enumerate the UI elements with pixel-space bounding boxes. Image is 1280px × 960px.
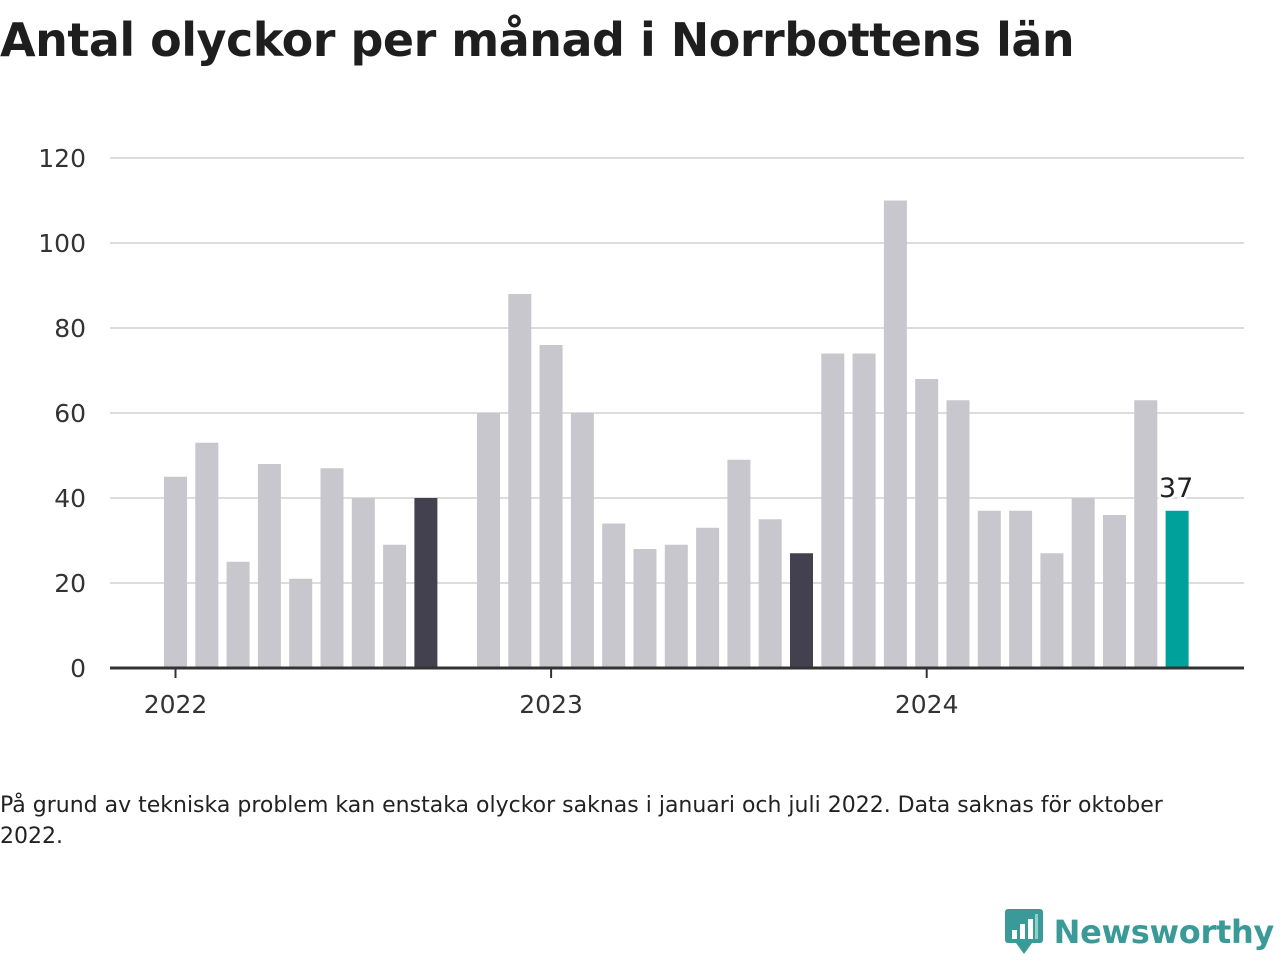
y-tick-label: 80	[54, 314, 86, 343]
x-tick-label: 2022	[144, 690, 208, 719]
y-tick-label: 60	[54, 399, 86, 428]
bar	[320, 468, 344, 668]
y-tick-label: 20	[54, 569, 86, 598]
y-tick-label: 0	[70, 654, 86, 683]
bar	[477, 413, 500, 668]
bar	[1009, 510, 1033, 668]
bar	[821, 353, 845, 668]
bar	[539, 345, 563, 668]
bar	[696, 527, 720, 668]
bar	[1134, 400, 1158, 668]
brand-logo[interactable]: Newsworthy	[1004, 908, 1274, 956]
bar	[977, 510, 1001, 668]
axis-labels: 0 20 40 60 80 100 120 37 2022 2023 2024	[38, 144, 1195, 719]
bar	[664, 544, 688, 668]
bar	[1165, 510, 1189, 668]
bar	[758, 519, 782, 668]
bar	[633, 549, 657, 668]
bars	[164, 200, 1189, 668]
x-tick-label: 2024	[895, 690, 959, 719]
bar	[790, 553, 813, 668]
bar	[257, 464, 281, 668]
x-tick-label: 2023	[519, 690, 583, 719]
y-tick-label: 120	[38, 144, 86, 173]
bar-chart: 0 20 40 60 80 100 120 37 2022 2023 2024	[38, 144, 1244, 719]
bar	[1071, 498, 1095, 668]
bar	[915, 379, 939, 668]
bar	[1103, 515, 1126, 668]
bar-chart-speech-bubble-icon	[1004, 909, 1043, 954]
bar	[289, 578, 313, 668]
y-tick-label: 100	[38, 229, 86, 258]
brand-name: Newsworthy	[1053, 913, 1275, 951]
bar	[195, 442, 219, 668]
bar	[414, 498, 438, 668]
bar	[1040, 553, 1064, 668]
bar	[383, 544, 407, 668]
bar	[852, 353, 876, 668]
bar	[351, 498, 375, 668]
bar	[727, 459, 751, 668]
chart-title: Antal olyckor per månad i Norrbottens lä…	[0, 13, 1075, 67]
bar	[164, 476, 187, 668]
bar	[570, 413, 594, 668]
data-label: 37	[1159, 473, 1193, 504]
bar	[602, 523, 626, 668]
bar	[508, 294, 532, 668]
y-tick-label: 40	[54, 484, 86, 513]
bar	[226, 561, 250, 668]
bar	[946, 400, 970, 668]
x-axis	[110, 666, 1244, 678]
footnote: På grund av tekniska problem kan enstaka…	[0, 793, 1163, 849]
bar	[883, 200, 907, 668]
